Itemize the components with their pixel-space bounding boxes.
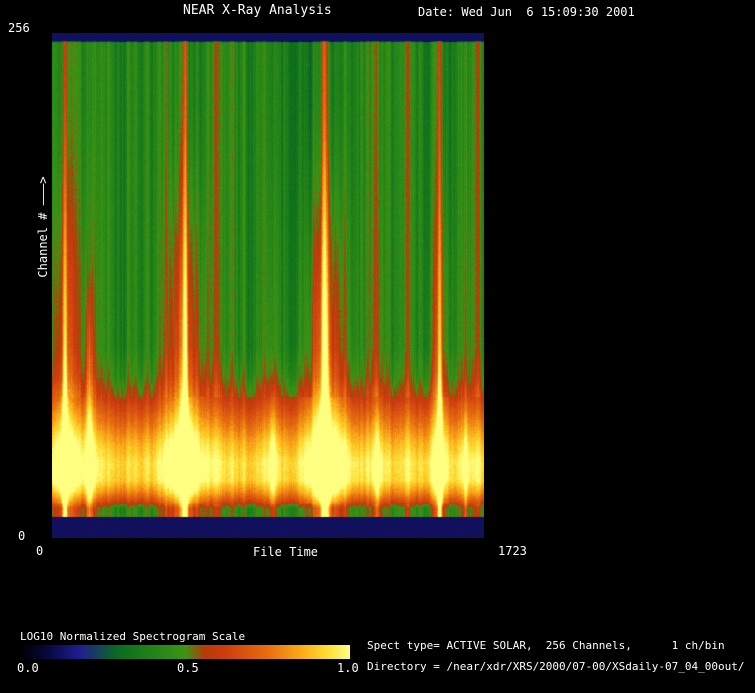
colorbar-title: LOG10 Normalized Spectrogram Scale [20,630,246,643]
y-axis-min-label: 0 [18,529,26,543]
colorbar-tick-min: 0.0 [17,661,39,675]
date-label: Date: Wed Jun 6 15:09:30 2001 [418,5,635,19]
y-axis-title-text: Channel # ———> [36,176,50,278]
colorbar-tick-mid: 0.5 [177,661,199,675]
directory-line: Directory = /near/xdr/XRS/2000/07-00/XSd… [367,660,745,673]
spect-type-line: Spect type= ACTIVE SOLAR, 256 Channels, … [367,639,725,652]
x-axis-max-label: 1723 [498,544,527,558]
spectrogram-canvas [52,33,484,538]
colorbar-tick-max: 1.0 [337,661,359,675]
y-axis-max-label: 256 [8,21,30,35]
x-axis-title: File Time [253,545,319,559]
x-axis-min-label: 0 [36,544,44,558]
colorbar-gradient [20,645,350,659]
y-axis-title: Channel # ———> [32,167,50,287]
page-title: NEAR X-Ray Analysis [183,3,332,18]
